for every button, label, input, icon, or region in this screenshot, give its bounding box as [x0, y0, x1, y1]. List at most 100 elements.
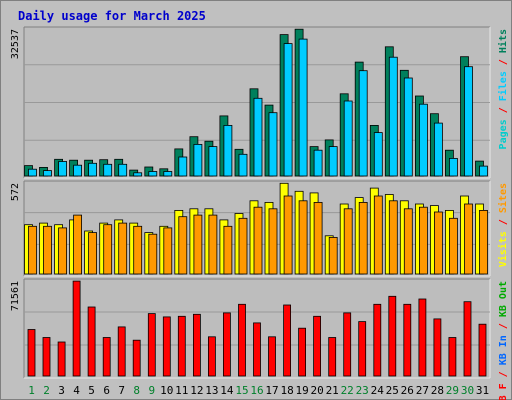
bar-files-day-30: [464, 66, 473, 177]
legend-entry: /: [498, 213, 509, 231]
bar-files-day-28: [433, 122, 443, 177]
bar-kb-f-day-5: [87, 306, 96, 377]
day-label-10: 10: [160, 384, 173, 397]
legend-entry: Hits: [497, 29, 509, 53]
bar-files-day-17: [268, 112, 278, 177]
day-label-20: 20: [310, 384, 323, 397]
bar-files-day-2: [43, 170, 52, 177]
bar-sites-day-18: [283, 195, 293, 275]
bar-files-day-22: [343, 100, 353, 177]
bar-files-day-9: [148, 171, 158, 177]
bar-files-day-4: [73, 164, 82, 177]
bar-files-day-18: [283, 43, 293, 177]
day-label-6: 6: [103, 384, 110, 397]
bar-kb-f-day-22: [343, 312, 352, 377]
bar-sites-day-12: [193, 214, 203, 275]
bar-kb-f-day-30: [463, 301, 472, 377]
legend-entry: /: [498, 101, 509, 119]
bar-kb-f-day-2: [42, 337, 51, 377]
day-label-25: 25: [386, 384, 399, 397]
bar-sites-day-30: [464, 203, 473, 275]
legend: Visits / Sites: [497, 183, 509, 267]
day-label-17: 17: [265, 384, 278, 397]
day-label-15: 15: [235, 384, 248, 397]
bar-files-day-31: [479, 165, 488, 177]
legend-entry: Visits: [497, 231, 509, 267]
day-label-7: 7: [118, 384, 125, 397]
day-label-3: 3: [58, 384, 65, 397]
day-label-31: 31: [476, 384, 489, 397]
legend: KB F / KB In / KB Out: [498, 281, 509, 400]
bar-files-day-7: [118, 163, 128, 177]
day-label-18: 18: [280, 384, 293, 397]
legend-entry: Sites: [497, 183, 509, 213]
bar-files-day-5: [88, 162, 97, 177]
bar-kb-f-day-19: [298, 327, 307, 377]
bar-kb-f-day-7: [117, 326, 126, 377]
bar-sites-day-4: [73, 214, 82, 275]
bar-files-day-29: [448, 157, 458, 177]
bar-kb-f-day-12: [192, 313, 201, 377]
bar-kb-f-day-24: [373, 303, 382, 377]
bar-files-day-12: [193, 143, 203, 177]
bar-kb-f-day-14: [222, 312, 231, 377]
bar-files-day-27: [418, 103, 428, 177]
legend-entry: KB Out: [498, 281, 509, 317]
bar-sites-day-19: [298, 200, 308, 275]
bar-sites-day-29: [448, 217, 458, 275]
bar-sites-day-21: [328, 236, 338, 275]
bar-kb-f-day-8: [132, 339, 141, 377]
day-label-28: 28: [431, 384, 444, 397]
bar-sites-day-8: [133, 225, 143, 275]
bar-sites-day-31: [479, 209, 488, 275]
bar-sites-day-27: [418, 206, 428, 275]
day-label-29: 29: [446, 384, 459, 397]
bar-kb-f-day-29: [448, 337, 457, 377]
bar-sites-day-22: [343, 208, 353, 275]
bar-kb-f-day-17: [268, 336, 276, 377]
bar-files-day-11: [178, 156, 188, 177]
bar-files-day-25: [388, 56, 398, 177]
bar-kb-f-day-25: [388, 295, 397, 377]
day-label-23: 23: [356, 384, 369, 397]
day-label-13: 13: [205, 384, 218, 397]
bar-kb-f-day-13: [207, 336, 216, 377]
bar-files-day-3: [58, 161, 67, 177]
day-label-4: 4: [73, 384, 80, 397]
bar-kb-f-day-3: [57, 341, 66, 377]
bar-sites-day-10: [163, 227, 173, 275]
bar-kb-f-day-15: [238, 303, 246, 377]
bar-kb-f-day-18: [283, 304, 292, 377]
day-label-24: 24: [371, 384, 385, 397]
bar-sites-day-16: [253, 206, 263, 275]
day-label-12: 12: [190, 384, 203, 397]
legend-entry: /: [498, 317, 509, 335]
day-label-9: 9: [148, 384, 155, 397]
legend-entry: Pages: [498, 119, 509, 149]
bar-sites-day-17: [268, 208, 278, 275]
bar-kb-f-day-1: [27, 329, 36, 377]
bar-sites-day-1: [28, 225, 37, 275]
bar-sites-day-26: [403, 208, 413, 275]
legend-entry: KB In: [498, 335, 509, 365]
bar-kb-f-day-31: [478, 323, 487, 377]
bar-files-day-14: [223, 125, 233, 177]
bar-sites-day-15: [238, 217, 248, 275]
y-max-label: 32537: [10, 29, 21, 59]
bar-files-day-15: [238, 153, 248, 177]
bar-sites-day-25: [388, 200, 398, 275]
bar-files-day-6: [103, 163, 113, 177]
bar-files-day-21: [328, 146, 338, 177]
legend: Pages / Files / Hits: [497, 29, 509, 149]
bar-sites-day-24: [373, 195, 383, 275]
bar-sites-day-2: [43, 225, 52, 275]
bar-kb-f-day-27: [418, 298, 427, 377]
day-label-2: 2: [43, 384, 50, 397]
bar-sites-day-9: [148, 233, 158, 275]
legend-entry: /: [498, 53, 509, 71]
day-label-5: 5: [88, 384, 95, 397]
bar-kb-f-day-10: [162, 316, 171, 377]
bar-kb-f-day-26: [403, 303, 412, 377]
bar-sites-day-3: [58, 227, 67, 275]
